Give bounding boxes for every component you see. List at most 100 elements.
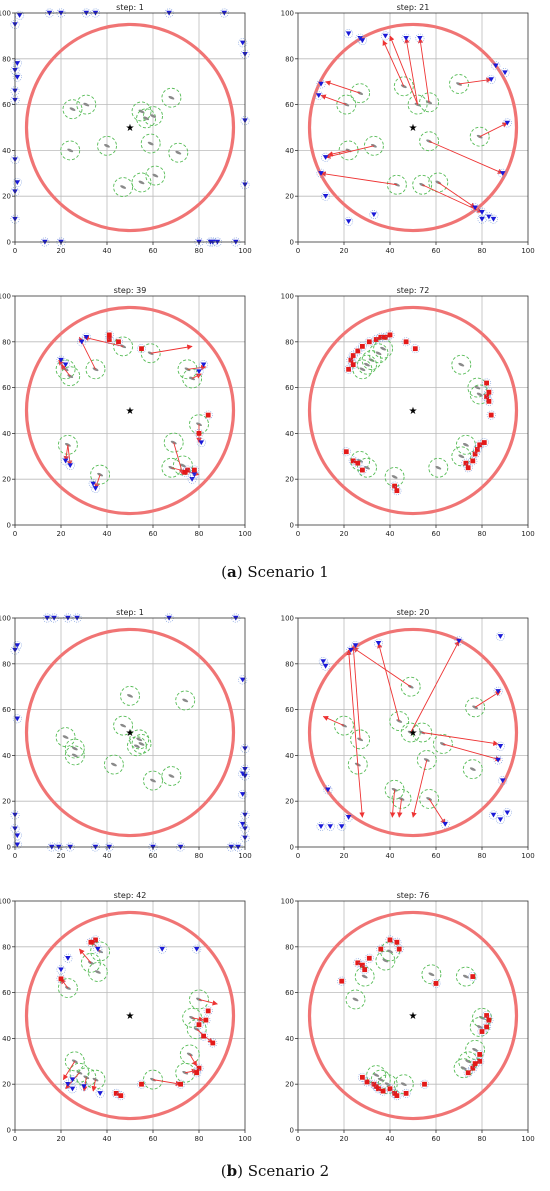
blue-triangle: [191, 472, 198, 478]
red-agent: [203, 410, 213, 420]
agent-halo: [321, 191, 331, 201]
red-square: [403, 1090, 409, 1096]
agent-halo: [10, 86, 20, 96]
blue-triangle: [382, 33, 389, 39]
panel-title: step: 39: [114, 286, 147, 295]
node-marker: [352, 359, 373, 380]
blue-agent: [401, 33, 411, 43]
node-ring: [175, 690, 196, 711]
agent-halo: [321, 152, 331, 162]
blue-triangle: [442, 821, 448, 827]
y-tick-label: 0: [7, 844, 11, 852]
blue-triangle: [327, 824, 333, 829]
node-glider: [168, 95, 175, 100]
agent-halo: [482, 1022, 492, 1032]
blue-triangle: [200, 362, 207, 368]
blue-triangle: [193, 946, 200, 952]
agent-halo: [56, 974, 66, 984]
agent-halo: [203, 1006, 213, 1016]
red-square: [194, 1070, 200, 1076]
node-glider: [439, 742, 446, 746]
node-ring: [455, 966, 476, 987]
trajectory-arrow: [474, 690, 501, 708]
x-tick-label: 80: [195, 852, 204, 860]
agent-halo: [180, 467, 190, 477]
boundary-circle: [307, 910, 519, 1121]
blue-triangle: [348, 647, 354, 653]
node-ring: [375, 950, 396, 971]
agent-halo: [495, 631, 505, 641]
node-ring: [113, 715, 134, 736]
blue-triangle: [196, 369, 202, 375]
blue-triangle: [239, 40, 246, 46]
agent-halo: [498, 168, 508, 178]
agent-halo: [12, 640, 22, 650]
agent-halo: [390, 481, 400, 491]
agent-halo: [468, 456, 478, 466]
blue-agent: [488, 214, 498, 224]
y-tick-label: 0: [290, 1127, 294, 1135]
agent-halo: [192, 1068, 202, 1078]
blue-triangle: [497, 817, 504, 823]
node-glider: [474, 385, 481, 390]
red-square: [350, 362, 356, 368]
blue-triangle: [69, 1077, 76, 1083]
blue-triangle: [359, 38, 366, 44]
blue-triangle: [345, 815, 352, 820]
x-tick-label: 60: [149, 1135, 158, 1143]
x-tick-label: 40: [386, 852, 395, 860]
node-glider: [182, 698, 189, 703]
node-glider: [138, 180, 145, 185]
blue-triangle: [504, 120, 511, 126]
caption-letter-b: b: [226, 1162, 238, 1180]
blue-triangle: [90, 481, 96, 487]
blue-triangle: [371, 212, 377, 218]
node-glider: [476, 1025, 483, 1029]
x-tick-label: 80: [478, 247, 487, 255]
blue-agent: [88, 479, 98, 489]
blue-triangle: [92, 486, 99, 491]
blue-agent: [323, 785, 333, 795]
x-tick-label: 80: [195, 247, 204, 255]
blue-triangle: [417, 35, 423, 41]
trajectory-arrow: [479, 122, 508, 138]
node-ring: [469, 1016, 490, 1037]
red-agent: [56, 974, 66, 984]
agent-halo: [201, 1015, 211, 1025]
agent-halo: [187, 474, 197, 484]
agent-halo: [470, 449, 480, 459]
red-agent: [475, 1049, 485, 1059]
blue-agent: [61, 456, 71, 466]
node-glider: [419, 730, 426, 735]
agent-halo: [357, 341, 367, 351]
node-marker: [357, 354, 377, 375]
node-ring: [412, 174, 433, 195]
blue-triangle: [239, 792, 246, 797]
x-tick-label: 100: [521, 247, 534, 255]
agent-halo: [240, 810, 250, 820]
blue-triangle: [14, 842, 21, 848]
blue-agent: [493, 755, 503, 765]
blue-triangle: [499, 171, 506, 176]
agent-halo: [468, 972, 478, 982]
trajectory-arrow: [150, 344, 193, 354]
agent-halo: [137, 344, 147, 354]
y-tick-label: 40: [285, 752, 294, 760]
node-ring: [126, 736, 147, 757]
red-square: [201, 1033, 206, 1039]
node-ring: [140, 133, 161, 154]
trajectory-arrow: [346, 649, 359, 765]
node-glider: [472, 1048, 479, 1052]
node-glider: [67, 148, 74, 153]
blue-agent: [65, 460, 75, 470]
blue-triangle: [65, 1082, 71, 1087]
node-marker: [143, 106, 163, 127]
trajectory-arrow: [377, 642, 400, 722]
blue-triangle: [14, 643, 21, 649]
node-ring: [451, 446, 472, 467]
trajectory-arrow: [187, 364, 207, 371]
node-ring: [428, 172, 449, 193]
blue-agent: [495, 815, 505, 825]
blue-triangle: [95, 946, 101, 952]
red-agent: [357, 960, 367, 970]
